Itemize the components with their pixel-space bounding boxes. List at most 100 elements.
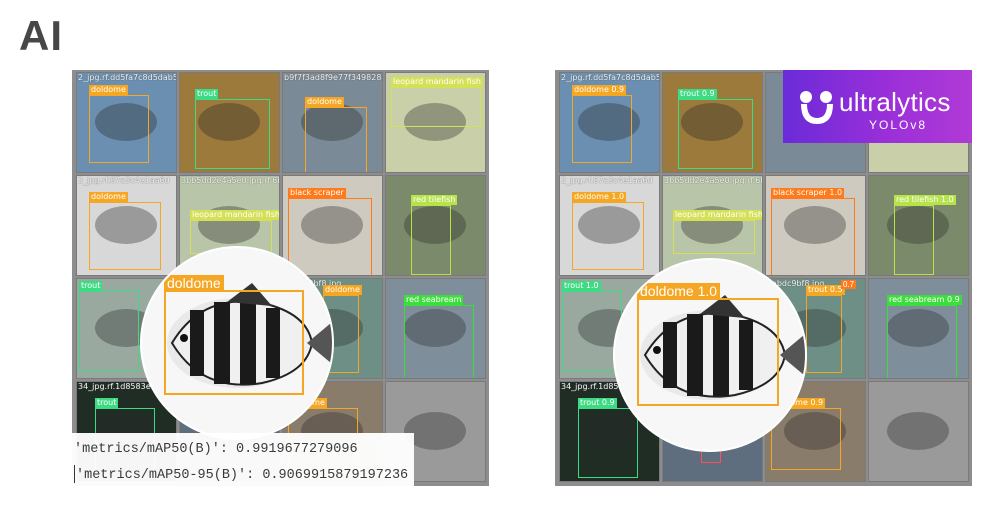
tile-filename: 2_jpg.rf.dd5fa7c8d5dab5cbe688920a9 (561, 73, 660, 82)
mosaic-tile: 2_jpg.rf.dd5fa7c8d5dab5cbe688920a9doldom… (559, 72, 660, 173)
mosaic-tile: trout 0.9 (662, 72, 763, 173)
detection-box: red tilefish (411, 195, 458, 275)
ultralytics-logo: ultralytics YOLOv8 (783, 70, 972, 143)
mosaic-tile: black scraper 1.0 (765, 175, 866, 276)
mosaic-tile: trout (179, 72, 280, 173)
fish-image (887, 206, 949, 244)
striped-fish-image (167, 283, 332, 388)
detection-label: black scraper (288, 188, 346, 198)
fish-image (95, 206, 157, 244)
detection-label: leopard mandarin fish (391, 77, 483, 87)
extra-confidence-label: 0.7 (841, 280, 857, 289)
detection-box: doldome (89, 192, 161, 270)
detection-label: doldome (305, 97, 344, 107)
metric-map50-95-text: 'metrics/mAP50-95(B)': 0.906991587919723… (76, 468, 409, 483)
logo-name: ultralytics (839, 87, 951, 117)
fish-image (887, 309, 949, 347)
detection-label: doldome 1.0 (572, 192, 627, 202)
detection-label: leopard mandarin fish 1.0 (673, 210, 762, 220)
tile-filename: 34_jpg.rf.1d8583e4f2 (78, 382, 164, 391)
tile-filename: eabdc9bf8.jpg (284, 279, 342, 288)
zoom-box-label: doldome 1.0 (637, 283, 721, 299)
tile-filename: 2_jpg.rf.87a3c4e1aa6d (561, 176, 653, 185)
fish-image (887, 412, 949, 450)
detection-box: black scraper 1.0 (771, 188, 855, 275)
mosaic-tile: leopard mandarin fish (385, 72, 486, 173)
zoom-bounding-box: doldome (164, 275, 304, 395)
tile-filename: 34_jpg.rf.1d8583e4 (561, 382, 639, 391)
fish-image (578, 206, 640, 244)
fish-image (578, 412, 640, 450)
detection-box: doldome 1.0 (572, 192, 644, 270)
tile-filename: 3bb5dd2e4a5e0.jpg.rf.6bf747a0ba20d0 (181, 176, 279, 185)
detection-label: trout 1.0 (562, 281, 601, 291)
detection-box: leopard mandarin fish (391, 77, 483, 127)
page-title: AI (19, 12, 63, 59)
detection-box: doldome (305, 97, 367, 172)
detection-box: trout (195, 89, 270, 169)
detection-label: doldome (89, 192, 128, 202)
detection-box: leopard mandarin fish 1.0 (673, 210, 762, 254)
detection-label: leopard mandarin fish (190, 210, 280, 220)
detection-label: doldome (323, 285, 362, 295)
detection-box: red tilefish 1.0 (894, 195, 956, 275)
metric-map50: 'metrics/mAP50(B)': 0.9919677279096 (74, 442, 358, 457)
tile-filename: b9f7f3ad8f9e77f349828 (284, 73, 382, 82)
detection-label: red tilefish (411, 195, 458, 205)
detection-label: trout 0.5 (806, 285, 845, 295)
detection-label: red seabream (404, 295, 464, 305)
detection-box: trout 1.0 (562, 281, 622, 371)
detection-label: doldome 0.9 (771, 398, 826, 408)
detection-label: black scraper 1.0 (771, 188, 845, 198)
fish-image (681, 103, 743, 141)
detection-label: doldome 0.9 (572, 85, 627, 95)
logo-version: YOLOv8 (869, 118, 928, 132)
right-zoom-circle: doldome 1.0 (615, 260, 805, 450)
fish-image (404, 309, 466, 347)
striped-fish-image (640, 295, 805, 400)
mosaic-tile: black scraper (282, 175, 383, 276)
detection-label: red seabream 0.9 (887, 295, 962, 305)
detection-box: black scraper (288, 188, 372, 275)
tile-filename: 2_jpg.rf.dd5fa7c8d5dab5cbe688920a9 (78, 73, 177, 82)
tile-filename: eabdc9bf8.jpg (767, 279, 825, 288)
left-zoom-circle: doldome (142, 248, 332, 438)
text-cursor (74, 465, 75, 484)
fish-image (784, 412, 846, 450)
detection-box: doldome 0.9 (771, 398, 841, 470)
detection-box: doldome (89, 85, 149, 163)
fish-image (404, 206, 466, 244)
detection-box: trout 0.9 (678, 89, 753, 169)
detection-label: red tilefish 1.0 (894, 195, 956, 205)
detection-box: red seabream (404, 295, 474, 378)
detection-box: red seabream 0.9 (887, 295, 962, 378)
detection-box: trout (79, 281, 139, 371)
mosaic-tile: red tilefish (385, 175, 486, 276)
fish-image (404, 103, 466, 141)
zoom-box-label: doldome (164, 275, 224, 291)
detection-box: trout 0.9 (578, 398, 638, 478)
tile-filename: 2_jpg.rf.87a3c4e1aa6d (78, 176, 170, 185)
zoom-bounding-box: doldome 1.0 (637, 283, 779, 406)
detection-label: trout 0.9 (578, 398, 617, 408)
detection-label: doldome (89, 85, 128, 95)
detection-label: trout 0.9 (678, 89, 717, 99)
mosaic-tile (868, 381, 969, 482)
detection-label: trout (195, 89, 219, 99)
fish-image (301, 206, 363, 244)
ground-truth-mosaic: 2_jpg.rf.dd5fa7c8d5dab5cbe688920a9doldom… (72, 70, 489, 486)
fish-image (198, 103, 260, 141)
fish-image (578, 103, 640, 141)
fish-image (404, 412, 466, 450)
fish-image (784, 206, 846, 244)
metric-map50-95: 'metrics/mAP50-95(B)': 0.906991587919723… (74, 463, 408, 489)
detection-label: trout (79, 281, 103, 291)
detection-label: trout (95, 398, 119, 408)
fish-image (95, 103, 157, 141)
fish-image (301, 103, 363, 141)
mosaic-tile: 2_jpg.rf.dd5fa7c8d5dab5cbe688920a9doldom… (76, 72, 177, 173)
mosaic-tile: red tilefish 1.0 (868, 175, 969, 276)
